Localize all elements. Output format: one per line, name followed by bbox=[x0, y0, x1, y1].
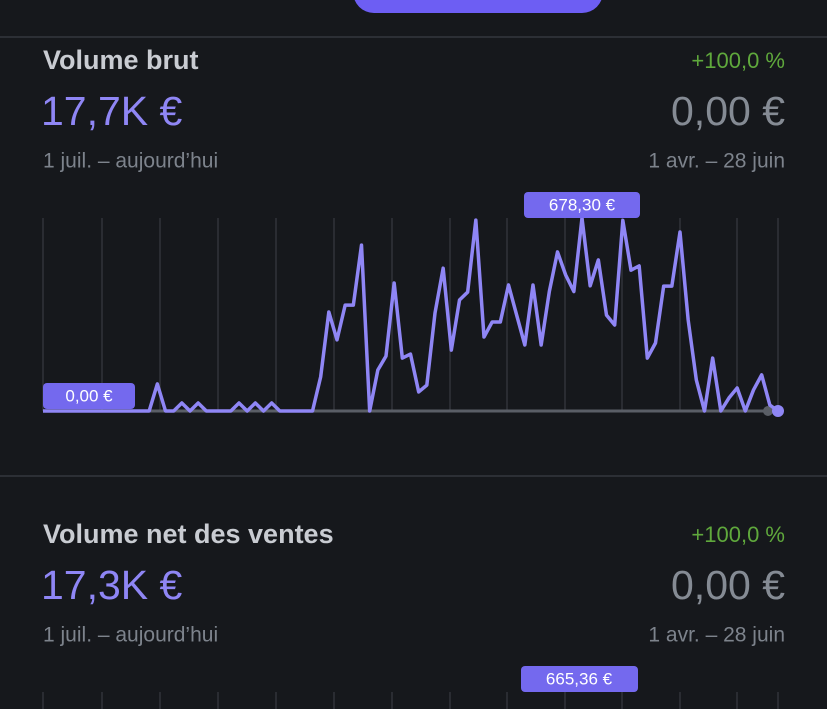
end-dot bbox=[772, 405, 784, 417]
sales-line bbox=[43, 216, 780, 413]
change-percent: +100,0 % bbox=[691, 48, 785, 73]
compare-value: 0,00 € bbox=[671, 562, 785, 608]
change-percent: +100,0 % bbox=[691, 522, 785, 547]
compare-period: 1 avr. – 28 juin bbox=[648, 150, 785, 173]
current-period: 1 juil. – aujourd’hui bbox=[43, 150, 218, 173]
compare-period: 1 avr. – 28 juin bbox=[648, 624, 785, 647]
max-label: 665,36 € bbox=[546, 669, 613, 688]
min-label: 0,00 € bbox=[65, 386, 113, 405]
top-button[interactable] bbox=[353, 0, 603, 13]
max-label-box bbox=[524, 192, 640, 218]
current-value: 17,7K € bbox=[41, 88, 183, 134]
max-label: 678,30 € bbox=[549, 195, 616, 214]
compare-value: 0,00 € bbox=[671, 88, 785, 134]
max-label-box bbox=[521, 666, 638, 692]
section-title: Volume net des ventes bbox=[43, 519, 334, 549]
compare-end-dot bbox=[763, 406, 773, 416]
section-title: Volume brut bbox=[43, 45, 199, 75]
current-value: 17,3K € bbox=[41, 562, 183, 608]
min-label-box bbox=[43, 383, 135, 409]
current-period: 1 juil. – aujourd’hui bbox=[43, 624, 218, 647]
